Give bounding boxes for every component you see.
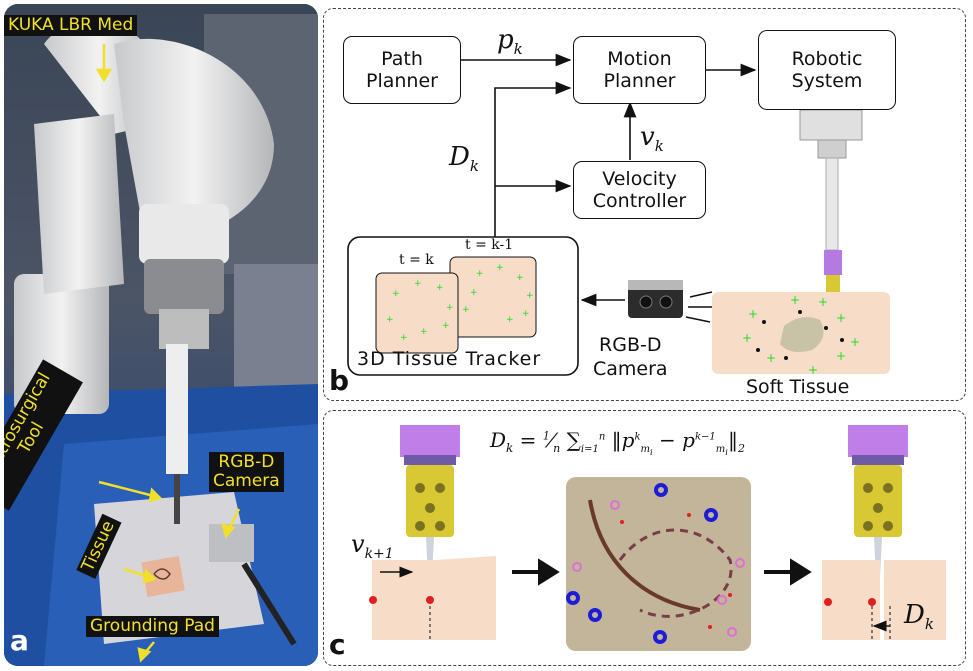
displacement-equation: Dk = 1⁄n ∑i=1n ‖pkmi − pk−1mi‖2: [490, 428, 745, 457]
robot-label: KUKA LBR Med: [4, 15, 138, 36]
path-planner-box: Path Planner: [343, 36, 461, 104]
svg-text:+: +: [850, 335, 860, 349]
svg-text:+: +: [748, 307, 758, 321]
svg-text:+: +: [442, 321, 450, 331]
svg-text:+: +: [516, 273, 524, 283]
robotic-system-box: Robotic System: [758, 30, 896, 110]
svg-text:+: +: [386, 315, 394, 325]
svg-text:+: +: [818, 295, 828, 309]
panel-a-letter: a: [10, 624, 29, 657]
tool-after-icon: [848, 425, 908, 598]
svg-text:+: +: [526, 291, 534, 301]
robot-photo-panel: KUKA LBR Med Electrosurgical Tool RGB-D …: [4, 4, 318, 666]
svg-text:+: +: [496, 263, 504, 273]
dk-symbol-c: Dk: [904, 600, 934, 634]
svg-text:+: +: [790, 293, 800, 307]
displacement-panel: [323, 410, 966, 666]
svg-text:+: +: [420, 327, 428, 337]
frame-previous-label: t = k-1: [465, 237, 514, 253]
panel-c-letter: c: [329, 628, 346, 661]
soft-tissue-label: Soft Tissue: [746, 376, 850, 398]
rgbd-camera-icon: [628, 280, 683, 318]
camera-label: RGB-D Camera: [209, 452, 284, 492]
svg-text:+: +: [462, 305, 470, 315]
svg-text:+: +: [436, 283, 444, 293]
velocity-controller-box: Velocity Controller: [573, 161, 706, 219]
svg-text:+: +: [836, 349, 846, 363]
svg-text:+: +: [400, 333, 408, 343]
camera-label-b: RGB-D Camera: [593, 334, 668, 380]
panel-b-letter: b: [329, 364, 350, 397]
tool-before-icon: [400, 425, 460, 598]
dk-symbol: Dk: [449, 142, 479, 176]
svg-text:+: +: [470, 288, 478, 298]
tissue-tracker-label: 3D Tissue Tracker: [357, 348, 542, 370]
frame-current-label: t = k: [399, 252, 434, 268]
svg-text:+: +: [476, 269, 484, 279]
robot-tool-icon: [799, 109, 863, 305]
svg-text:+: +: [766, 351, 776, 365]
svg-text:+: +: [742, 331, 752, 345]
motion-planner-box: Motion Planner: [573, 36, 706, 104]
svg-text:+: +: [836, 311, 846, 325]
svg-text:+: +: [522, 309, 530, 319]
vk-symbol: vk: [640, 122, 664, 156]
svg-text:+: +: [446, 303, 454, 313]
vk1-symbol: vk+1: [351, 530, 394, 562]
svg-text:+: +: [414, 279, 422, 289]
svg-text:+: +: [506, 315, 514, 325]
control-diagram-panel: [323, 8, 966, 401]
svg-text:+: +: [392, 289, 400, 299]
pk-symbol: pk: [497, 25, 523, 59]
grounding-pad-label: Grounding Pad: [86, 616, 219, 637]
svg-text:+: +: [808, 363, 818, 377]
